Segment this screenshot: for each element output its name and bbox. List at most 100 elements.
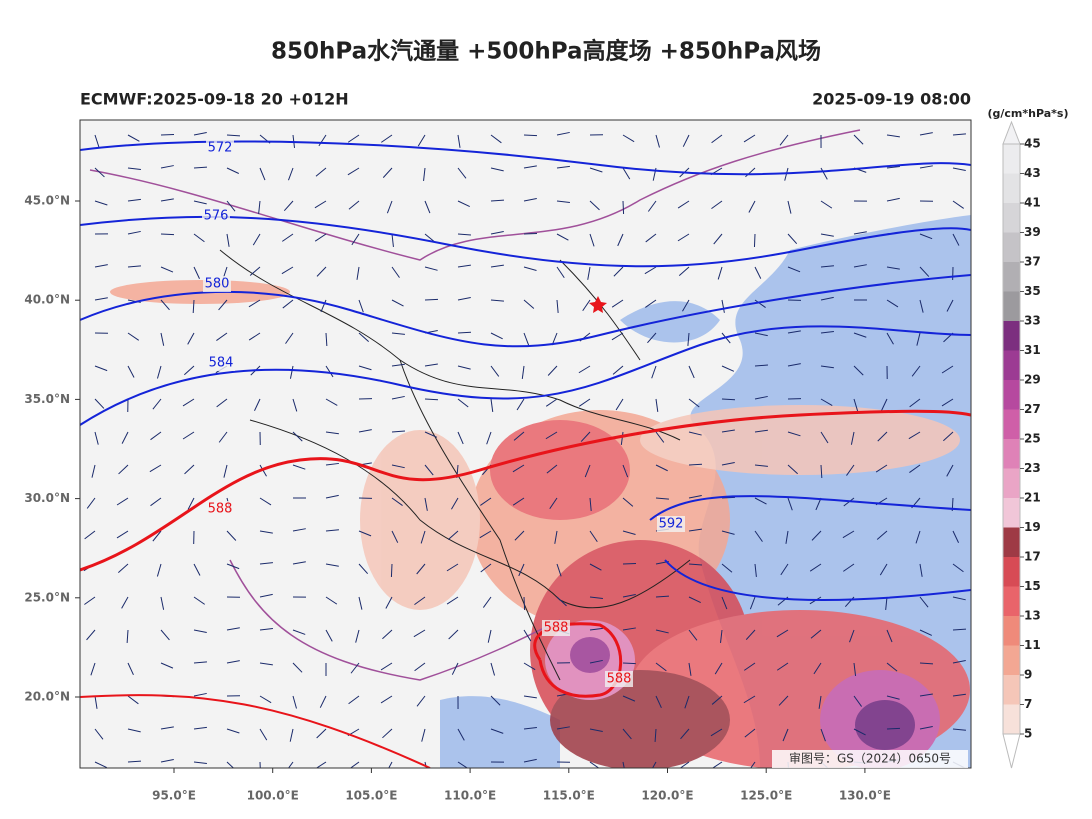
barb: [127, 265, 141, 268]
colorbar-cell: [1003, 675, 1020, 705]
colorbar-cell: [1003, 645, 1020, 675]
barb: [358, 365, 372, 371]
barb: [182, 431, 195, 440]
colorbar-tick-label: 21: [1024, 491, 1041, 505]
barb: [578, 398, 591, 407]
barb: [919, 132, 933, 136]
barb: [259, 167, 266, 181]
barb: [391, 395, 405, 400]
barb: [490, 134, 502, 144]
contour-label-bg: [542, 620, 570, 636]
barb: [688, 662, 692, 676]
barb: [853, 398, 859, 412]
contour: [80, 409, 971, 572]
colorbar-cell: [1003, 409, 1020, 439]
barb: [754, 266, 762, 279]
barb: [254, 398, 261, 411]
barb: [348, 200, 360, 210]
barb: [846, 464, 855, 476]
barb: [919, 662, 934, 665]
barb: [589, 596, 603, 599]
barb: [325, 596, 338, 605]
lon-tick-label: 120.0°E: [641, 789, 693, 803]
barb: [292, 662, 303, 673]
barb: [160, 629, 170, 641]
barb: [152, 530, 162, 542]
barb: [645, 233, 657, 243]
barb: [292, 695, 297, 709]
barb: [743, 695, 756, 704]
barb: [325, 431, 339, 435]
barb: [316, 728, 327, 739]
barb: [952, 728, 966, 731]
barb: [779, 134, 789, 146]
colorbar-tick-label: 37: [1024, 255, 1041, 269]
colorbar-tick-label: 27: [1024, 402, 1041, 416]
barb: [226, 627, 240, 631]
barb: [226, 167, 239, 174]
barb: [193, 692, 207, 697]
barb: [776, 629, 789, 638]
barb: [193, 131, 207, 136]
barb: [711, 134, 723, 144]
barb: [717, 266, 723, 280]
barb: [622, 464, 629, 478]
barb: [413, 629, 426, 638]
barb: [589, 530, 598, 543]
barb: [252, 233, 261, 246]
barb: [325, 462, 339, 466]
barb: [946, 464, 954, 477]
barb: [84, 596, 96, 605]
barb: [259, 628, 273, 631]
barb: [187, 497, 195, 510]
barb: [325, 398, 338, 406]
barb: [754, 429, 768, 433]
barb: [218, 431, 228, 443]
barb: [356, 266, 360, 280]
barb: [391, 266, 400, 278]
barb: [886, 299, 899, 308]
barb: [127, 662, 134, 676]
barb: [655, 662, 667, 672]
barb: [480, 497, 492, 506]
barb: [91, 464, 96, 478]
barb: [457, 167, 467, 179]
barb: [490, 728, 504, 734]
barb: [94, 134, 100, 148]
barb: [721, 299, 725, 313]
barb: [448, 629, 459, 640]
barb: [292, 528, 306, 532]
barb: [785, 530, 789, 544]
barb: [682, 299, 690, 312]
barb: [710, 728, 723, 737]
barb: [127, 134, 140, 142]
barb: [909, 398, 921, 408]
barb: [355, 629, 360, 643]
barb: [259, 497, 272, 506]
barb: [226, 728, 240, 734]
barb: [382, 167, 393, 178]
colorbar-top: [1002, 120, 1021, 145]
barb: [447, 530, 459, 540]
barb: [820, 464, 823, 479]
barb: [486, 431, 492, 445]
barb: [288, 167, 294, 181]
colorbar-tick-label: 15: [1024, 579, 1041, 593]
barb: [885, 596, 888, 610]
barb: [347, 134, 360, 143]
barb: [750, 761, 756, 768]
barb: [160, 596, 165, 610]
barb: [549, 497, 558, 510]
colorbar: 5 7 9 11 13 15 17 19 21 23 25 27 29 31 33 35 37 39 41 43 45: [1002, 120, 1041, 769]
barb: [853, 728, 866, 736]
barb: [86, 629, 96, 641]
barb: [127, 365, 135, 378]
barb: [490, 230, 504, 235]
barb: [556, 200, 570, 203]
lat-tick-label: 25.0°N: [24, 590, 70, 604]
lat-tick-label: 40.0°N: [24, 293, 70, 307]
barb: [423, 167, 426, 181]
barb: [886, 727, 901, 730]
lon-tick-label: 130.0°E: [839, 789, 891, 803]
bohai: [620, 301, 720, 343]
